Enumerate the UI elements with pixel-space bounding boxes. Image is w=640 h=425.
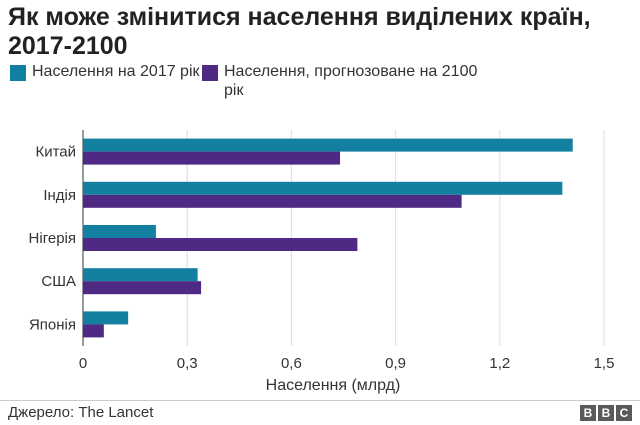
bbc-logo-letter: B [598, 405, 614, 421]
x-tick-label: 1,2 [489, 355, 510, 372]
category-label: Китай [35, 144, 76, 161]
bar-2100 [83, 151, 341, 165]
axis-labels: 0 0,3 0,6 0,9 1,2 1,5 Китай Індія Нігерія США Япон… [29, 144, 615, 372]
x-tick-label: 0 [79, 355, 87, 372]
bbc-logo: B B C [580, 405, 632, 421]
category-label: Японія [29, 316, 76, 333]
category-label: Нігерія [29, 230, 76, 247]
chart-title: Як може змінитися населення виділених кр… [8, 3, 591, 60]
legend-item-2017: Населення на 2017 рік [10, 62, 200, 81]
legend-item-2100: Населення, прогнозоване на 2100 рік [202, 62, 492, 100]
bar-2017 [83, 225, 156, 238]
footer-divider [0, 400, 640, 401]
legend-label-2100: Населення, прогнозоване на 2100 рік [224, 63, 478, 99]
legend-swatch-2100 [202, 65, 218, 81]
bar-2100 [83, 194, 462, 208]
bbc-logo-letter: B [580, 405, 596, 421]
category-label: Індія [43, 187, 76, 204]
bar-2017 [83, 311, 129, 325]
legend-label-2017: Населення на 2017 рік [32, 63, 200, 80]
bar-2017 [83, 181, 563, 195]
x-axis-title: Населення (млрд) [266, 377, 401, 394]
source-text: Джерело: The Lancet [8, 404, 154, 421]
bar-2100 [83, 281, 202, 295]
x-tick-label: 1,5 [594, 355, 615, 372]
x-tick-label: 0,9 [385, 355, 406, 372]
bars [83, 138, 573, 338]
category-label: США [41, 273, 76, 290]
bar-2017 [83, 138, 573, 152]
bar-2100 [83, 238, 358, 251]
bbc-logo-letter: C [616, 405, 632, 421]
legend-swatch-2017 [10, 65, 26, 81]
x-tick-label: 0,3 [177, 355, 198, 372]
bar-2100 [83, 324, 104, 338]
x-tick-label: 0,6 [281, 355, 302, 372]
bar-chart: 0 0,3 0,6 0,9 1,2 1,5 Китай Індія Нігерія США Япон… [29, 130, 615, 394]
bar-2017 [83, 268, 198, 282]
